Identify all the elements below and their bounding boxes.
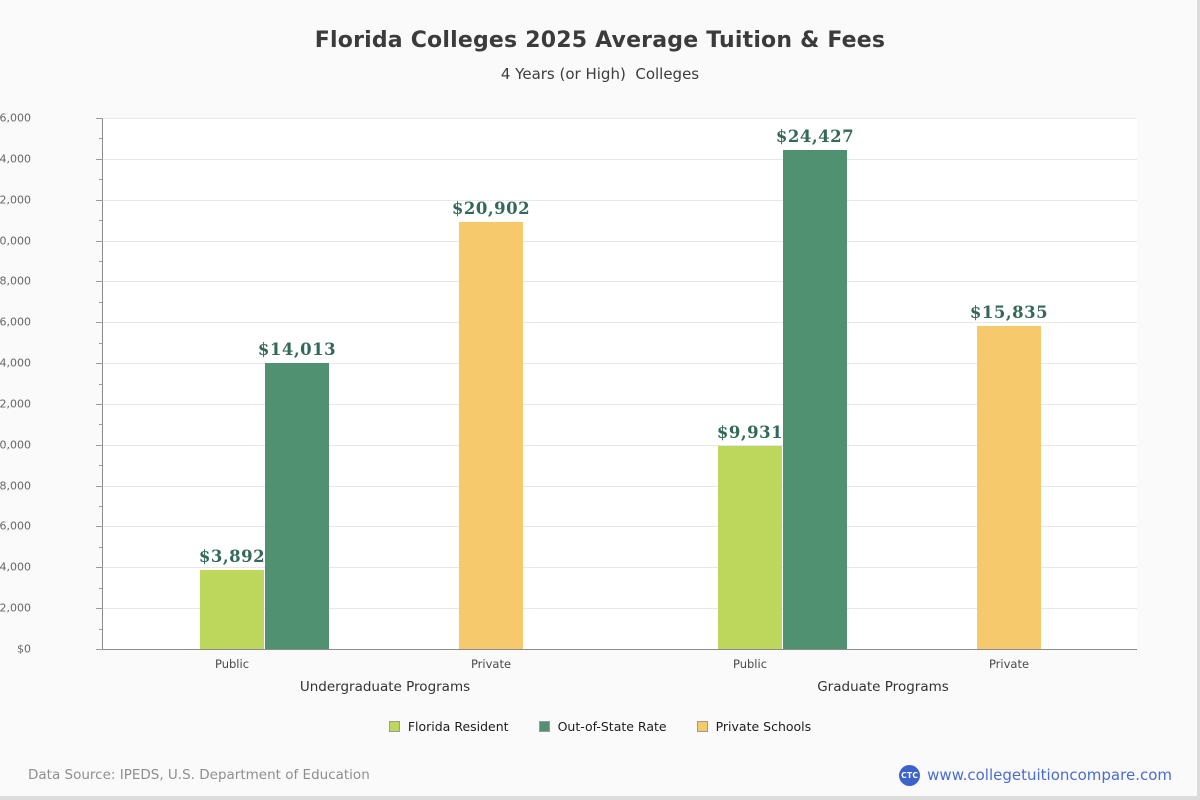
y-axis-minor-tick <box>99 220 103 222</box>
category-label: Private <box>470 657 512 671</box>
plot-area: $0 $2,000 $4,000 $6,000 $8,000 $10,000 $12,000… <box>0 112 1137 695</box>
legend-swatch-icon <box>538 721 550 732</box>
y-axis-minor-tick <box>99 260 103 262</box>
y-axis-minor-tick <box>99 383 103 385</box>
legend-swatch-icon <box>696 721 708 732</box>
page-edge-bottom <box>0 796 1200 800</box>
gridline <box>103 567 1137 569</box>
gridline <box>103 322 1137 324</box>
website-url: www.collegetuitioncompare.com <box>927 766 1172 784</box>
y-axis-major-tick <box>96 118 103 119</box>
y-axis-major-tick <box>96 363 103 365</box>
y-axis-minor-tick <box>99 138 103 140</box>
y-axis-minor-tick <box>99 628 103 630</box>
category-label: Public <box>732 657 768 671</box>
y-axis-tick-label: $16,000 <box>0 315 31 329</box>
legend-item-private-schools[interactable]: Private Schools <box>696 719 812 734</box>
gridline <box>103 199 1137 201</box>
bar-private-schools[interactable] <box>459 222 523 649</box>
gridline <box>103 485 1137 487</box>
chart-footer: Data Source: IPEDS, U.S. Department of E… <box>0 758 1200 792</box>
group-label: Undergraduate Programs <box>299 679 471 695</box>
gridline <box>103 526 1137 528</box>
y-axis-tick-label: $14,000 <box>0 356 31 370</box>
legend-item-out-of-state-rate[interactable]: Out-of-State Rate <box>538 719 667 734</box>
bar-florida-resident[interactable] <box>718 446 782 649</box>
bar-florida-resident[interactable] <box>200 569 264 649</box>
y-axis-minor-tick <box>99 587 103 589</box>
gridline <box>103 118 1137 119</box>
y-axis-tick-label: $26,000 <box>0 111 31 125</box>
y-axis-tick-label: $2,000 <box>0 601 31 615</box>
y-axis-minor-tick <box>99 506 103 508</box>
y-axis-major-tick <box>96 526 103 528</box>
gridline <box>103 158 1137 160</box>
y-axis-major-tick <box>96 485 103 487</box>
y-axis-minor-tick <box>99 179 103 181</box>
y-axis-minor-tick <box>99 342 103 344</box>
data-source-text: Data Source: IPEDS, U.S. Department of E… <box>28 767 370 783</box>
bar-value-label: $3,892 <box>198 546 266 566</box>
y-axis-major-tick <box>96 403 103 405</box>
category-label: Private <box>988 657 1030 671</box>
y-axis-tick-label: $0 <box>17 642 31 656</box>
gridline <box>103 444 1137 446</box>
y-axis-tick-label: $10,000 <box>0 438 31 452</box>
bar-out-of-state-rate[interactable] <box>783 150 847 649</box>
y-axis-minor-tick <box>99 546 103 548</box>
bar-private-schools[interactable] <box>977 325 1041 649</box>
y-axis-major-tick <box>96 240 103 242</box>
gridline <box>103 363 1137 365</box>
website-link[interactable]: CTC www.collegetuitioncompare.com <box>899 764 1172 786</box>
y-axis-minor-tick <box>99 424 103 426</box>
y-axis-major-tick <box>96 444 103 446</box>
bar-value-label: $14,013 <box>257 339 337 359</box>
bar-out-of-state-rate[interactable] <box>265 362 329 649</box>
y-axis-tick-label: $22,000 <box>0 193 31 207</box>
bar-value-label: $9,931 <box>716 423 784 443</box>
y-axis-tick-label: $24,000 <box>0 152 31 166</box>
legend: Florida Resident Out-of-State Rate Private… <box>0 719 1200 734</box>
legend-item-florida-resident[interactable]: Florida Resident <box>388 719 509 734</box>
y-axis-tick-label: $20,000 <box>0 234 31 248</box>
bar-value-label: $15,835 <box>969 302 1049 322</box>
gridline <box>103 281 1137 283</box>
legend-label: Private Schools <box>715 719 812 734</box>
chart-subtitle: 4 Years (or High) Colleges <box>500 65 700 83</box>
y-axis-minor-tick <box>99 301 103 303</box>
y-axis-major-tick <box>96 649 103 650</box>
legend-label: Florida Resident <box>407 719 509 734</box>
ctc-logo-icon: CTC <box>899 764 921 786</box>
gridline <box>103 240 1137 242</box>
y-axis-major-tick <box>96 199 103 201</box>
y-axis-tick-label: $4,000 <box>0 560 31 574</box>
y-axis-major-tick <box>96 322 103 324</box>
gridline <box>103 608 1137 610</box>
y-axis-major-tick <box>96 567 103 569</box>
y-axis-tick-label: $6,000 <box>0 519 31 533</box>
gridline <box>103 403 1137 405</box>
y-axis-tick-label: $18,000 <box>0 274 31 288</box>
y-axis-minor-tick <box>99 465 103 467</box>
bar-value-label: $20,902 <box>451 199 531 219</box>
y-axis-tick-label: $12,000 <box>0 397 31 411</box>
chart-header: Florida Colleges 2025 Average Tuition & … <box>0 0 1200 83</box>
y-axis-major-tick <box>96 158 103 160</box>
page-edge-right <box>1197 0 1200 800</box>
y-axis-tick-label: $8,000 <box>0 479 31 493</box>
y-axis-major-tick <box>96 608 103 610</box>
chart-title: Florida Colleges 2025 Average Tuition & … <box>314 28 886 53</box>
category-label: Public <box>214 657 250 671</box>
legend-label: Out-of-State Rate <box>557 719 667 734</box>
bar-value-label: $24,427 <box>775 127 855 147</box>
group-label: Graduate Programs <box>817 679 949 695</box>
legend-swatch-icon <box>388 721 400 732</box>
y-axis-major-tick <box>96 281 103 283</box>
